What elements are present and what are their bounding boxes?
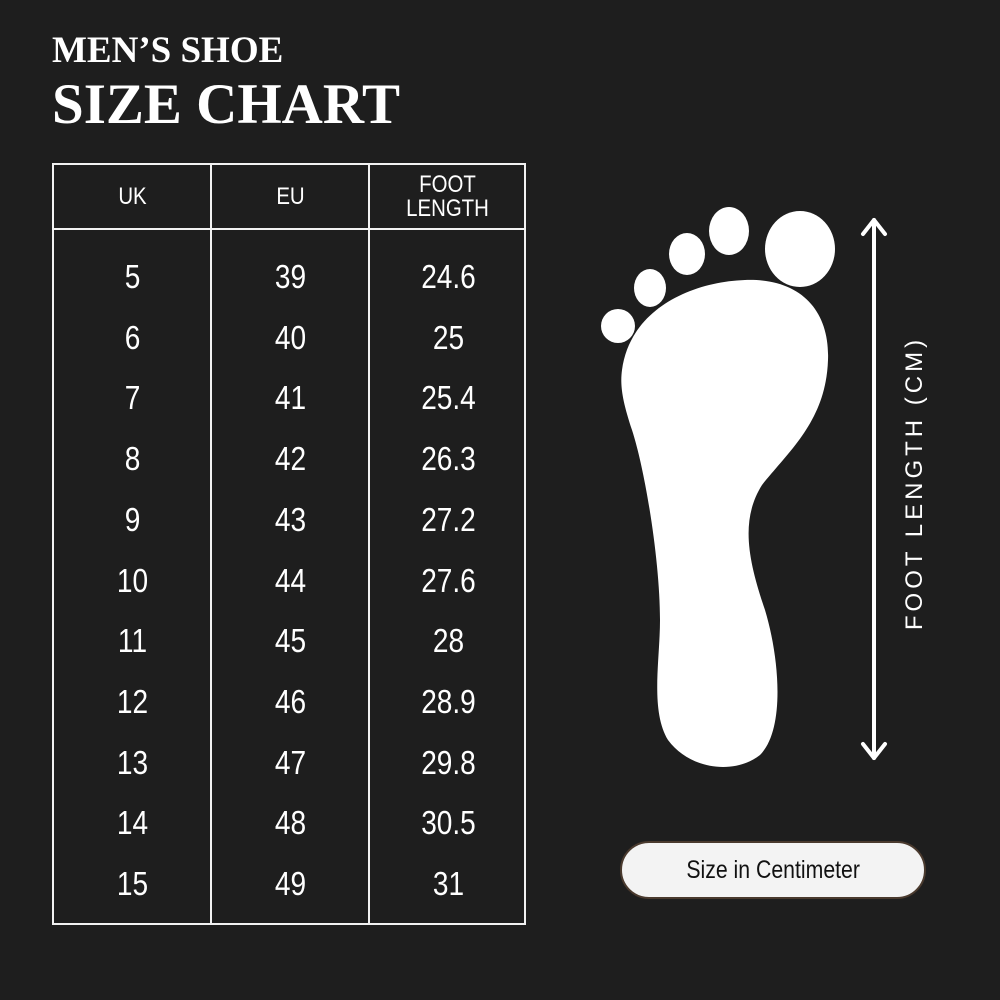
cell-eu: 45 (274, 622, 307, 660)
toe (709, 207, 749, 255)
title-line-1: MEN’S SHOE (52, 30, 284, 71)
toe (634, 269, 666, 307)
cell-eu: 46 (274, 682, 307, 720)
cell-eu: 49 (274, 865, 307, 902)
cell-uk: 13 (116, 743, 149, 781)
cell-uk: 8 (124, 440, 141, 478)
sole (621, 279, 829, 767)
cell-eu: 41 (274, 379, 307, 417)
header-uk: UK (118, 182, 147, 210)
cell-eu: 39 (274, 258, 307, 295)
cell-foot-length: 25 (432, 318, 465, 356)
title-line-2: SIZE CHART (52, 73, 401, 136)
toe (601, 309, 635, 343)
cell-uk: 9 (124, 500, 141, 538)
header-divider (54, 228, 524, 230)
foot-length-axis-label: FOOT LENGTH (CM) (901, 335, 928, 631)
cell-eu: 40 (274, 318, 307, 356)
cell-uk: 10 (116, 561, 149, 599)
cell-foot-length: 28.9 (421, 682, 476, 720)
header-foot-length: FOOT LENGTH (406, 170, 489, 222)
cell-uk: 7 (124, 379, 141, 417)
cell-uk: 14 (116, 804, 149, 842)
cell-foot-length: 26.3 (421, 440, 476, 478)
header-eu: EU (276, 182, 305, 210)
cell-eu: 48 (274, 804, 307, 842)
cell-foot-length: 24.6 (421, 258, 476, 295)
unit-badge: Size in Centimeter (620, 841, 926, 899)
length-arrow (861, 218, 887, 760)
column-divider (368, 165, 370, 923)
unit-badge-text: Size in Centimeter (686, 855, 860, 884)
foot-icon (601, 207, 835, 767)
cell-eu: 44 (274, 561, 307, 599)
cell-uk: 5 (124, 258, 141, 295)
cell-eu: 42 (274, 440, 307, 478)
cell-foot-length: 28 (432, 622, 465, 660)
cell-foot-length: 27.2 (421, 500, 476, 538)
column-divider (210, 165, 212, 923)
cell-foot-length: 25.4 (421, 379, 476, 417)
cell-foot-length: 30.5 (421, 804, 476, 842)
cell-eu: 43 (274, 500, 307, 538)
cell-uk: 11 (117, 622, 148, 660)
cell-uk: 12 (116, 682, 149, 720)
cell-foot-length: 31 (432, 865, 465, 902)
big-toe (765, 211, 835, 287)
toe (669, 233, 705, 275)
cell-eu: 47 (274, 743, 307, 781)
cell-uk: 6 (124, 318, 141, 356)
cell-uk: 15 (116, 865, 149, 902)
size-table: UK EU FOOT LENGTH 5 39 24.6 6 40 25 7 41 25.4 8 42… (52, 163, 526, 925)
cell-foot-length: 27.6 (421, 561, 476, 599)
cell-foot-length: 29.8 (421, 743, 476, 781)
